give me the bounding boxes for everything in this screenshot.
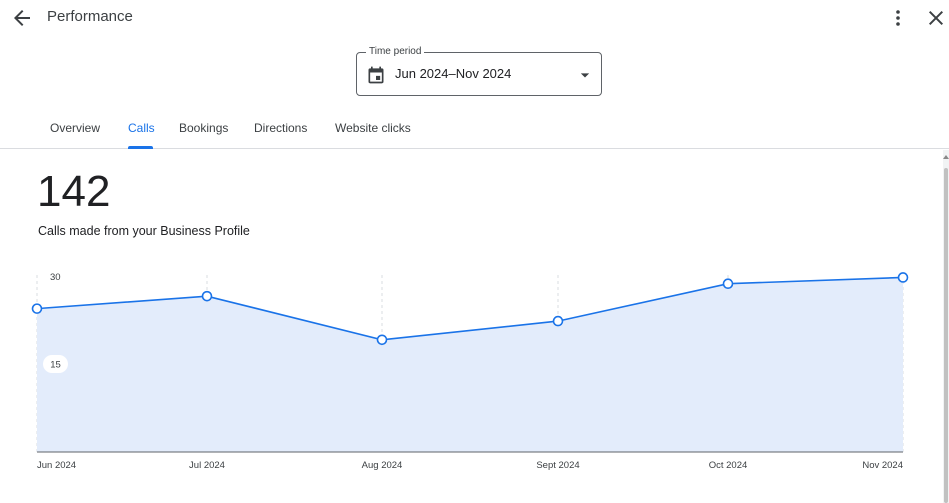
close-icon[interactable] <box>924 6 948 30</box>
time-period-label: Time period <box>366 45 425 59</box>
x-tick-label-0: Jun 2024 <box>37 460 76 471</box>
scrollbar[interactable] <box>943 150 949 503</box>
calls-chart: 30 15 Jun 2024 Jul 2024 Aug 2024 Sept 2024 Oct… <box>31 272 909 471</box>
x-tick-label-3: Sept 2024 <box>536 460 579 471</box>
y-tick-label-15: 15 <box>50 360 61 371</box>
data-point-4 <box>722 278 734 290</box>
tab-bar: Overview Calls Bookings Directions Websi… <box>0 110 949 149</box>
time-period-value: Jun 2024–Nov 2024 <box>395 66 512 81</box>
calendar-icon <box>366 65 386 85</box>
data-point-2 <box>376 334 388 346</box>
page-title: Performance <box>47 8 133 25</box>
active-tab-indicator <box>128 146 153 149</box>
tab-calls[interactable]: Calls <box>128 121 155 135</box>
x-tick-label-2: Aug 2024 <box>362 460 403 471</box>
header: Performance <box>0 0 949 40</box>
x-tick-label-5: Nov 2024 <box>862 460 903 471</box>
tab-directions[interactable]: Directions <box>254 121 308 135</box>
x-tick-label-4: Oct 2024 <box>709 460 748 471</box>
metric-description: Calls made from your Business Profile <box>38 224 250 238</box>
y-tick-pill <box>43 355 68 373</box>
arrow-back-icon[interactable] <box>10 6 34 30</box>
tab-bookings[interactable]: Bookings <box>179 121 229 135</box>
data-point-5 <box>897 272 909 283</box>
metric-value: 142 <box>37 167 111 216</box>
time-period-select[interactable]: Time period Jun 2024–Nov 2024 <box>356 45 602 96</box>
series-line <box>36 276 904 341</box>
data-point-1 <box>201 290 213 302</box>
caret-down-icon <box>575 65 595 85</box>
x-tick-label-1: Jul 2024 <box>189 460 225 471</box>
more-vert-icon[interactable] <box>886 6 910 30</box>
y-tick-label-30: 30 <box>50 272 61 283</box>
tab-website-clicks[interactable]: Website clicks <box>335 121 411 135</box>
scroll-thumb[interactable] <box>944 168 948 503</box>
tab-overview[interactable]: Overview <box>50 121 101 135</box>
scroll-up-icon[interactable] <box>943 152 949 162</box>
data-point-0 <box>31 303 43 314</box>
area-fill <box>37 277 903 452</box>
data-point-3 <box>552 315 564 327</box>
